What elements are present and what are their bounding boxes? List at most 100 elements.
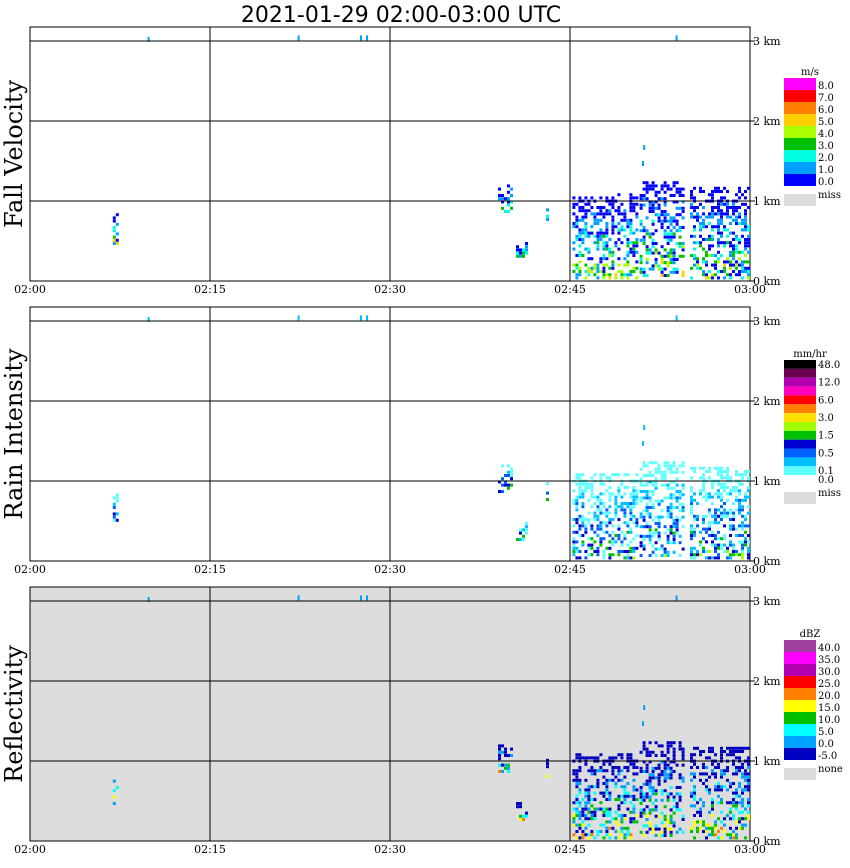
echo-cell bbox=[702, 823, 705, 827]
echo-cell bbox=[675, 830, 679, 834]
echo-cell bbox=[741, 250, 744, 254]
echo-cell bbox=[605, 778, 609, 782]
echo-cell bbox=[596, 263, 600, 267]
echo-cell bbox=[651, 203, 655, 207]
echo-cell bbox=[681, 226, 685, 229]
echo-cell bbox=[623, 788, 627, 792]
echo-cell bbox=[581, 505, 585, 509]
echo-cell bbox=[593, 212, 597, 216]
echo-cell bbox=[575, 222, 579, 225]
echo-cell bbox=[675, 483, 679, 487]
echo-cell bbox=[747, 534, 750, 537]
x-tick-label: 02:00 bbox=[14, 843, 46, 856]
echo-speck bbox=[675, 595, 678, 601]
echo-cell bbox=[614, 498, 618, 502]
echo-cell bbox=[645, 197, 649, 201]
echo-cell bbox=[587, 537, 591, 541]
echo-cell bbox=[602, 807, 606, 811]
echo-cell bbox=[584, 234, 588, 238]
echo-cell bbox=[741, 534, 744, 537]
legend-label: 12.0 bbox=[818, 378, 840, 389]
echo-cell bbox=[720, 543, 723, 547]
echo-cell bbox=[660, 213, 664, 217]
echo-cell bbox=[602, 814, 606, 817]
echo-cell bbox=[587, 270, 591, 273]
echo-cell bbox=[660, 547, 664, 551]
echo-cell bbox=[605, 476, 609, 480]
echo-cell bbox=[578, 791, 582, 795]
echo-cell bbox=[714, 466, 717, 470]
echo-cell bbox=[735, 527, 738, 531]
echo-cell bbox=[632, 254, 636, 257]
echo-cell bbox=[617, 486, 621, 489]
echo-cell bbox=[729, 244, 732, 248]
echo-cell bbox=[705, 823, 708, 827]
echo-speck bbox=[643, 705, 646, 710]
echo-cell bbox=[663, 190, 667, 194]
echo-cell bbox=[596, 234, 600, 238]
echo-cell bbox=[626, 250, 630, 254]
echo-cell bbox=[112, 802, 116, 805]
echo-cell bbox=[572, 263, 576, 267]
echo-cell bbox=[672, 261, 676, 265]
echo-cell bbox=[575, 556, 579, 560]
echo-cell bbox=[666, 534, 670, 538]
echo-cell bbox=[516, 254, 519, 258]
echo-cell bbox=[614, 225, 618, 229]
echo-cell bbox=[744, 540, 747, 544]
echo-cell bbox=[602, 553, 606, 557]
echo-cell bbox=[498, 750, 501, 754]
echo-cell bbox=[735, 209, 738, 213]
echo-cell bbox=[708, 495, 711, 499]
echo-cell bbox=[690, 778, 693, 782]
echo-cell bbox=[654, 522, 658, 525]
legend-label: 8.0 bbox=[818, 81, 834, 92]
echo-cell bbox=[654, 531, 658, 535]
echo-cell bbox=[669, 235, 673, 239]
echo-cell bbox=[614, 502, 618, 505]
echo-cell bbox=[663, 779, 667, 783]
echo-cell bbox=[629, 511, 633, 515]
echo-cell bbox=[519, 802, 522, 805]
echo-cell bbox=[660, 267, 664, 271]
echo-cell bbox=[587, 273, 591, 277]
echo-cell bbox=[678, 490, 682, 493]
echo-cell bbox=[645, 763, 649, 767]
echo-cell bbox=[678, 798, 682, 802]
echo-cell bbox=[620, 202, 624, 206]
echo-cell bbox=[575, 263, 579, 267]
echo-cell bbox=[584, 817, 588, 821]
echo-cell bbox=[599, 209, 603, 213]
echo-cell bbox=[581, 524, 585, 528]
echo-cell bbox=[626, 222, 630, 225]
echo-cell bbox=[635, 798, 639, 801]
echo-cell bbox=[572, 550, 576, 553]
echo-cell bbox=[620, 225, 624, 229]
echo-cell bbox=[623, 502, 627, 505]
echo-cell bbox=[741, 762, 744, 766]
echo-cell bbox=[720, 212, 723, 216]
echo-cell bbox=[735, 550, 738, 553]
echo-cell bbox=[581, 830, 585, 833]
echo-cell bbox=[681, 187, 685, 191]
echo-cell bbox=[699, 826, 702, 830]
echo-cell bbox=[690, 202, 693, 206]
echo-cell bbox=[578, 254, 582, 257]
echo-cell bbox=[732, 511, 735, 515]
echo-cell bbox=[657, 467, 661, 471]
echo-cell bbox=[744, 266, 747, 270]
echo-cell bbox=[587, 807, 591, 811]
echo-cell bbox=[738, 238, 741, 241]
echo-cell bbox=[572, 778, 576, 782]
echo-cell bbox=[587, 521, 591, 525]
echo-cell bbox=[611, 206, 615, 209]
echo-cell bbox=[681, 750, 685, 754]
echo-cell bbox=[620, 241, 624, 245]
echo-cell bbox=[632, 556, 636, 560]
echo-cell bbox=[632, 244, 636, 248]
echo-cell bbox=[584, 826, 588, 830]
echo-cell bbox=[654, 741, 658, 745]
echo-cell bbox=[657, 251, 661, 255]
echo-cell bbox=[669, 493, 673, 497]
echo-cell bbox=[590, 505, 594, 509]
